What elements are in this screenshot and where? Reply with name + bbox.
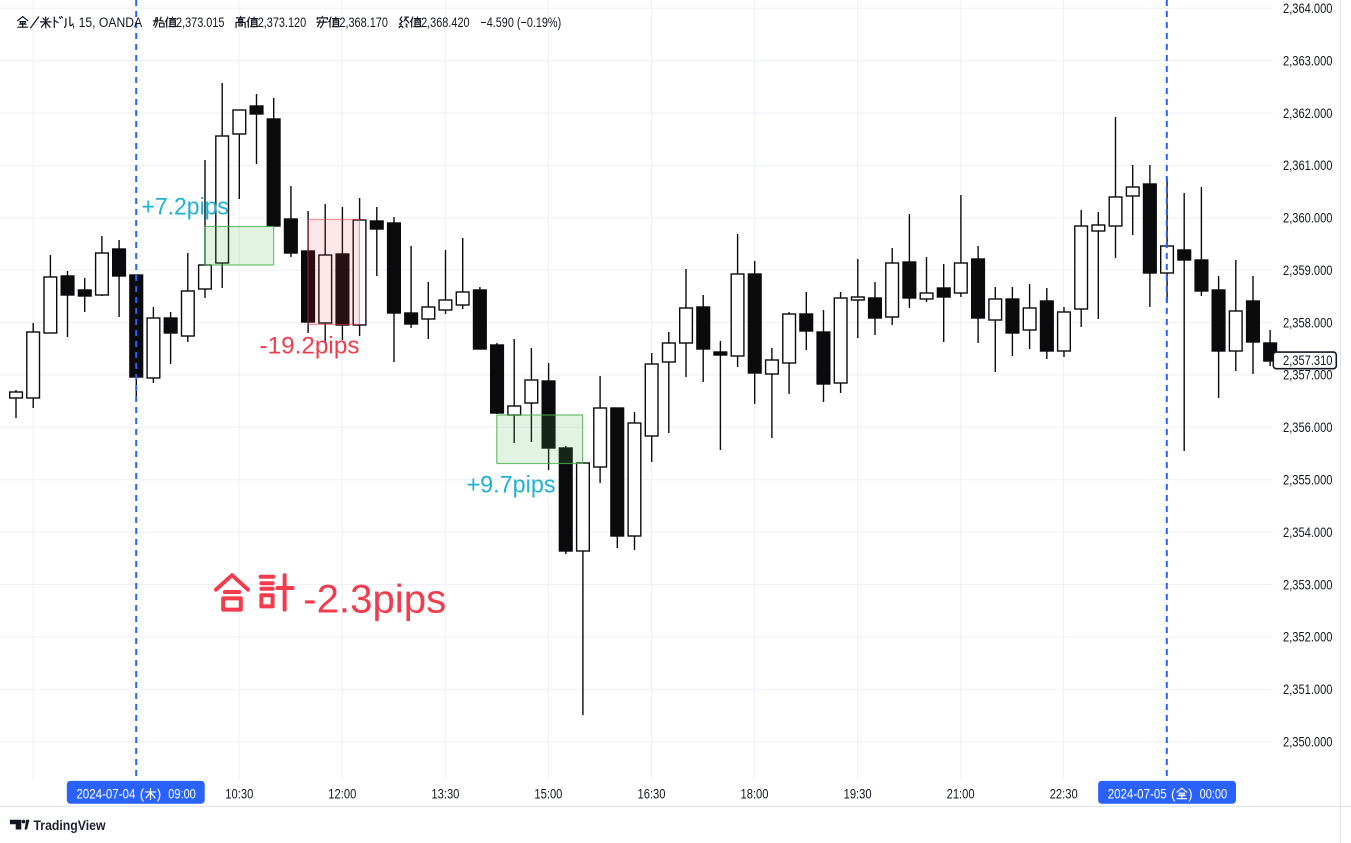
svg-text:2,368.170: 2,368.170: [339, 15, 388, 30]
svg-text:2024-07-05: 2024-07-05: [1108, 786, 1167, 801]
svg-text:19:30: 19:30: [844, 786, 872, 801]
svg-text:10:30: 10:30: [225, 786, 253, 801]
svg-text:, 15, OANDA: , 15, OANDA: [72, 15, 142, 30]
svg-text:2,350.000: 2,350.000: [1283, 735, 1333, 750]
svg-text:TradingView: TradingView: [34, 817, 106, 833]
svg-text:(: (: [1171, 786, 1176, 801]
svg-text:18:00: 18:00: [741, 786, 769, 801]
svg-text:): ): [1188, 786, 1193, 801]
svg-text:2,364.000: 2,364.000: [1283, 1, 1333, 16]
svg-text:2,359.000: 2,359.000: [1283, 263, 1333, 278]
svg-text:(: (: [140, 786, 145, 801]
svg-text:2,355.000: 2,355.000: [1283, 473, 1333, 488]
svg-text:15:00: 15:00: [534, 786, 562, 801]
svg-text:21:00: 21:00: [947, 786, 975, 801]
svg-text:2,368.420: 2,368.420: [421, 15, 470, 30]
svg-text:12:00: 12:00: [328, 786, 356, 801]
svg-text:2,352.000: 2,352.000: [1283, 630, 1333, 645]
svg-text:2,356.000: 2,356.000: [1283, 420, 1333, 435]
svg-text:2,373.015: 2,373.015: [176, 15, 225, 30]
svg-text:2,351.000: 2,351.000: [1283, 682, 1333, 697]
svg-text:+9.7pips: +9.7pips: [467, 472, 556, 499]
svg-text:-19.2pips: -19.2pips: [260, 333, 360, 360]
svg-text:2,357.310: 2,357.310: [1283, 353, 1333, 368]
svg-text:2,360.000: 2,360.000: [1283, 211, 1333, 226]
svg-text:13:30: 13:30: [431, 786, 459, 801]
svg-text:2,358.000: 2,358.000: [1283, 315, 1333, 330]
svg-text:00:00: 00:00: [1200, 786, 1228, 801]
svg-text:09:00: 09:00: [168, 786, 196, 801]
svg-text:2,363.000: 2,363.000: [1283, 53, 1333, 68]
svg-text:2,357.000: 2,357.000: [1283, 368, 1333, 383]
svg-text:): ): [157, 786, 162, 801]
svg-text:16:30: 16:30: [638, 786, 666, 801]
svg-text:2,354.000: 2,354.000: [1283, 525, 1333, 540]
svg-text:2,353.000: 2,353.000: [1283, 577, 1333, 592]
svg-text:2,373.120: 2,373.120: [258, 15, 307, 30]
svg-text:2,362.000: 2,362.000: [1283, 106, 1333, 121]
svg-text:+7.2pips: +7.2pips: [142, 194, 229, 221]
svg-text:−4.590 (−0.19%): −4.590 (−0.19%): [480, 15, 561, 30]
svg-text:-2.3pips: -2.3pips: [303, 578, 446, 622]
svg-text:2,361.000: 2,361.000: [1283, 158, 1333, 173]
svg-text:2024-07-04: 2024-07-04: [76, 786, 135, 801]
svg-text:22:30: 22:30: [1050, 786, 1078, 801]
